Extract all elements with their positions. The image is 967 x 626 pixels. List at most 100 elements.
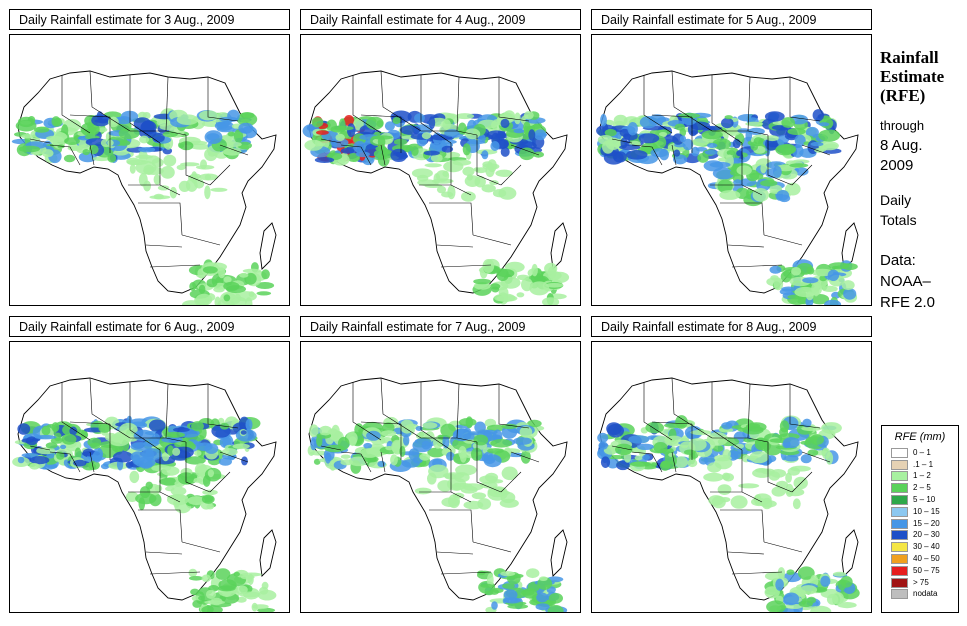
rain-cell [765,135,779,142]
rain-cell [650,148,668,158]
rain-cell [809,434,825,445]
country-border [611,138,633,144]
rain-cell [172,447,181,456]
country-border [89,377,131,439]
map-panel: Daily Rainfall estimate for 8 Aug., 2009 [591,316,872,613]
rain-cell [176,164,186,171]
rain-cell [712,138,732,150]
country-border [352,382,382,441]
country-border [380,451,386,473]
rain-cell [535,603,550,611]
rain-cell [513,437,532,445]
rain-cell [486,130,507,140]
rain-cell [107,139,114,146]
rain-cell [487,487,508,501]
legend-label: .1 – 1 [913,459,934,469]
rain-cell [539,576,548,581]
rain-cell [738,483,760,489]
legend-swatch [891,483,908,494]
rain-cell [236,112,258,127]
rain-cell [377,460,386,468]
legend-item: .1 – 1 [882,459,958,471]
rain-cell [503,597,521,604]
country-border [731,264,783,268]
rain-cell [615,443,633,456]
country-border [429,202,474,236]
country-border [611,445,633,451]
rain-cell [433,173,441,185]
rain-cell [688,438,707,451]
rain-cell [828,262,850,270]
legend-item: 15 – 20 [882,518,958,530]
rain-cell [15,119,37,132]
rain-cell [529,281,550,296]
country-border [29,445,51,451]
rainfall-field [597,415,860,612]
rain-cell [135,492,157,505]
country-border [421,437,478,443]
rain-cell [223,276,232,283]
country-border [500,164,522,186]
madagascar-outline [550,222,568,270]
country-borders [29,377,249,575]
country-border [440,264,492,268]
rain-cell [781,286,796,292]
africa-map [9,341,290,613]
rain-cell [491,601,498,610]
rain-cell [697,152,709,163]
rain-cell [41,425,51,436]
country-border [165,383,169,439]
panel-title: Daily Rainfall estimate for 6 Aug., 2009 [9,316,290,337]
rain-cell [159,477,180,486]
rain-cell [773,277,784,291]
rain-cell [403,434,410,446]
rain-cell [108,116,119,128]
legend-swatch [891,518,908,529]
rain-cell [421,132,431,140]
rain-cell [616,460,630,471]
country-border [472,234,512,246]
rain-cell [838,579,847,591]
rain-cell [712,445,724,452]
country-borders [611,377,831,575]
rain-cell [314,157,335,163]
rain-cell [598,441,608,450]
rain-cell [514,112,521,125]
legend-label: 5 – 10 [913,495,936,505]
rainfall-field [596,109,858,305]
rain-cell [487,159,497,173]
country-border [207,77,239,122]
rain-cell [822,285,838,292]
country-border [710,184,763,196]
rain-cell [107,153,117,163]
rain-cell [802,418,812,428]
rainfall-map-graphic [11,70,277,305]
rain-cell [687,122,699,137]
rain-cell [255,282,275,289]
rain-cell [453,483,473,488]
rain-cell [440,423,456,438]
rain-cell [256,291,272,296]
rain-cell [752,188,769,202]
rain-cell [673,154,688,165]
rain-cell [80,429,88,439]
rain-cell [331,424,340,439]
rain-cell [683,449,696,455]
rain-cell [78,151,97,163]
rain-cell [751,497,767,507]
rain-cell [732,138,741,149]
rain-cell [687,459,698,468]
rain-cell [526,568,540,579]
country-border [149,571,201,575]
country-border [128,491,181,503]
legend-title: RFE (mm) [894,431,946,443]
rain-cell [427,472,437,485]
rain-cell [521,278,533,292]
legend-item: 0 – 1 [882,447,958,459]
rain-cell [411,168,433,178]
country-border [436,551,474,555]
rain-cell [372,135,393,140]
legend-label: 10 – 15 [913,506,940,516]
totals-line: Totals [880,212,917,228]
rain-cell [437,480,453,492]
